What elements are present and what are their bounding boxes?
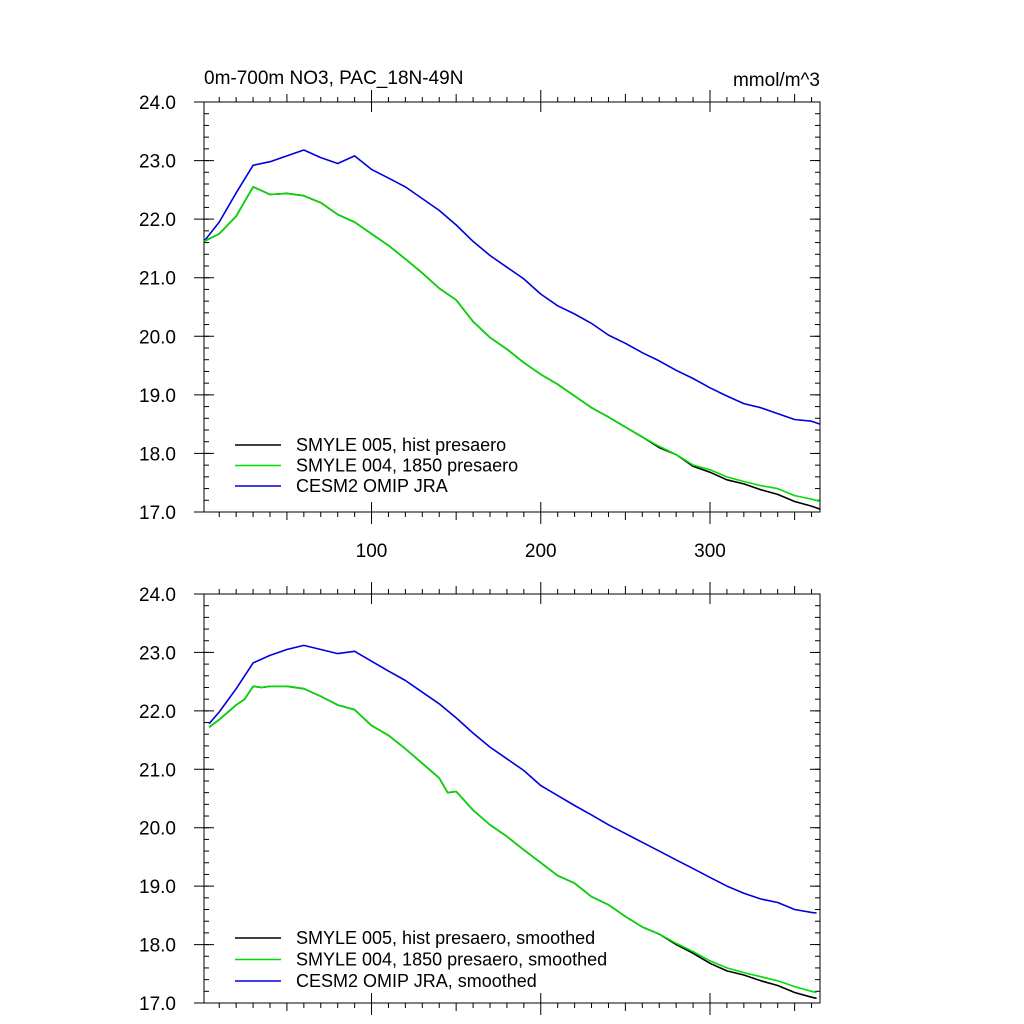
plot-frame <box>203 593 821 1004</box>
y-tick-label: 20.0 <box>139 327 176 348</box>
y-tick-label: 23.0 <box>139 152 176 173</box>
x-tick-label: 100 <box>356 541 388 562</box>
y-tick-label: 21.0 <box>139 269 176 290</box>
x-tick-label: 300 <box>694 541 726 562</box>
y-tick-label: 18.0 <box>139 444 176 465</box>
series-line-cesm2-omip <box>208 644 817 914</box>
legend-label: CESM2 OMIP JRA <box>296 476 448 496</box>
x-tick-label: 200 <box>525 541 557 562</box>
y-tick-label: 19.0 <box>139 386 176 407</box>
y-tick-label: 24.0 <box>139 585 176 606</box>
y-tick-label: 22.0 <box>139 702 176 723</box>
chart-units: mmol/m^3 <box>733 70 820 91</box>
series-line-cesm2-omip <box>204 149 820 425</box>
y-tick-label: 22.0 <box>139 210 176 231</box>
y-tick-label: 19.0 <box>139 877 176 898</box>
legend-label: CESM2 OMIP JRA, smoothed <box>296 971 537 991</box>
y-tick-label: 23.0 <box>139 643 176 664</box>
chart-title: 0m-700m NO3, PAC_18N-49N <box>204 68 463 89</box>
y-tick-label: 20.0 <box>139 819 176 840</box>
legend-label: SMYLE 004, 1850 presaero <box>296 456 518 476</box>
panel-top: 17.0 18.0 19.0 20.0 21.0 22.0 23.0 24.0 100 200 30… <box>139 90 821 562</box>
panel-bottom: 17.0 18.0 19.0 20.0 21.0 22.0 23.0 24.0 SMYLE 00… <box>139 582 821 1015</box>
y-tick-label: 17.0 <box>139 994 176 1015</box>
plot-frame <box>203 101 821 513</box>
legend-label: SMYLE 005, hist presaero, smoothed <box>296 928 595 948</box>
series-line-smyle-004 <box>208 685 817 994</box>
series-line-smyle-004 <box>204 186 820 503</box>
y-tick-label: 17.0 <box>139 503 176 524</box>
legend-label: SMYLE 004, 1850 presaero, smoothed <box>296 950 607 970</box>
y-tick-label: 21.0 <box>139 760 176 781</box>
y-tick-label: 18.0 <box>139 936 176 957</box>
y-tick-label: 24.0 <box>139 93 176 114</box>
legend-label: SMYLE 005, hist presaero <box>296 435 506 455</box>
